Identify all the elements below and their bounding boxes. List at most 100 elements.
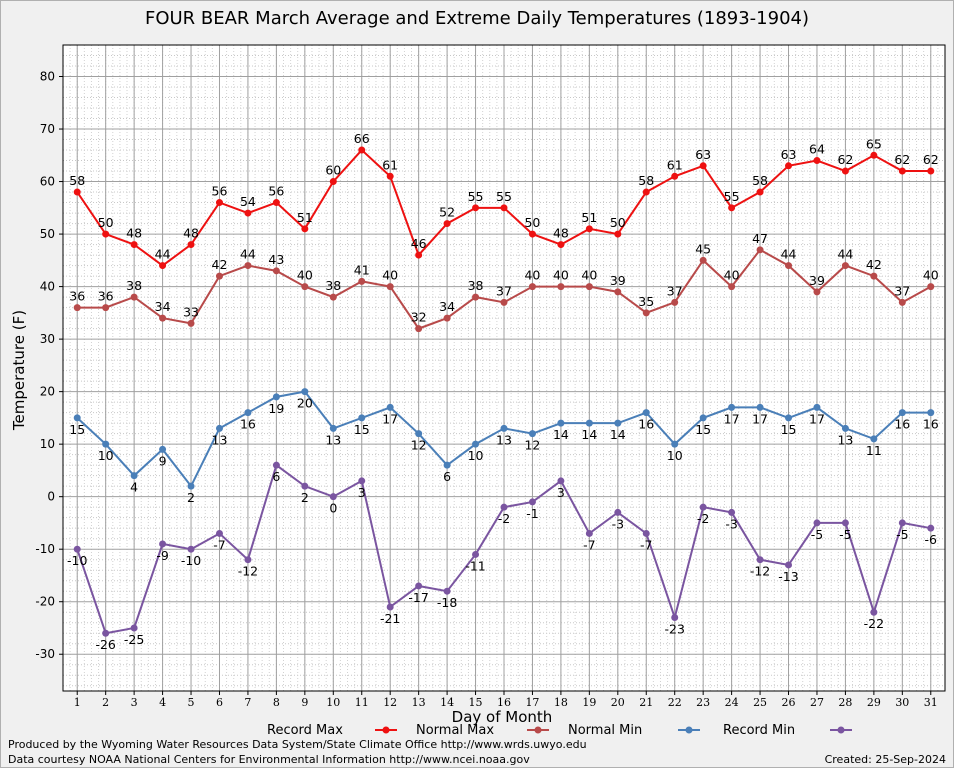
normal-max-point: [642, 309, 650, 317]
normal-max-point: [614, 288, 622, 296]
normal-min-data-label: 16: [894, 417, 910, 432]
normal-min-data-label: 14: [581, 427, 597, 442]
record-min-data-label: -7: [213, 537, 225, 552]
x-tick-label: 6: [216, 696, 223, 709]
normal-max-data-label: 40: [581, 268, 597, 283]
normal-max-point: [557, 283, 565, 291]
record-max-point: [785, 162, 793, 170]
record-max-point: [557, 241, 565, 249]
y-tick-label: 70: [40, 122, 55, 136]
record-max-point: [415, 251, 423, 259]
normal-max-point: [500, 298, 508, 306]
normal-max-data-label: 40: [923, 268, 939, 283]
record-max-data-label: 55: [724, 189, 740, 204]
record-min-data-label: -7: [640, 537, 652, 552]
x-tick-label: 13: [412, 696, 426, 709]
record-min-data-label: -11: [465, 558, 485, 573]
record-min-data-label: -6: [925, 532, 938, 547]
normal-min-point: [272, 393, 280, 401]
normal-max-point: [898, 298, 906, 306]
normal-max-point: [756, 246, 764, 254]
record-max-data-label: 61: [667, 157, 683, 172]
x-tick-label: 12: [383, 696, 397, 709]
y-axis-label: Temperature (F): [10, 310, 28, 431]
record-min-point: [215, 529, 223, 537]
x-tick-label: 30: [895, 696, 909, 709]
normal-min-data-label: 19: [268, 401, 284, 416]
record-min-data-label: -3: [612, 516, 624, 531]
record-max-data-label: 51: [581, 210, 597, 225]
normal-min-point: [756, 403, 764, 411]
record-max-point: [244, 209, 252, 217]
y-tick-label: -10: [35, 542, 55, 556]
record-min-data-label: -25: [124, 632, 144, 647]
normal-max-data-label: 44: [240, 247, 256, 262]
chart-title: FOUR BEAR March Average and Extreme Dail…: [144, 8, 810, 29]
record-max-data-label: 62: [837, 152, 853, 167]
normal-max-data-label: 36: [98, 289, 114, 304]
x-tick-label: 26: [782, 696, 796, 709]
x-tick-label: 27: [810, 696, 824, 709]
normal-min-data-label: 17: [752, 411, 768, 426]
record-min-data-label: -2: [697, 511, 709, 526]
record-max-data-label: 44: [155, 247, 171, 262]
x-tick-label: 9: [301, 696, 308, 709]
normal-max-data-label: 38: [126, 278, 142, 293]
record-max-data-label: 62: [894, 152, 910, 167]
normal-max-data-label: 42: [866, 257, 882, 272]
normal-min-data-label: 17: [724, 411, 740, 426]
record-min-data-label: -10: [181, 553, 201, 568]
record-min-point: [187, 545, 195, 553]
normal-min-point: [728, 403, 736, 411]
normal-max-point: [841, 262, 849, 270]
record-min-data-label: -22: [864, 616, 884, 631]
record-max-point: [927, 167, 935, 175]
normal-min-data-label: 12: [524, 438, 540, 453]
record-max-data-label: 52: [439, 205, 455, 220]
record-max-point: [585, 225, 593, 233]
normal-max-data-label: 37: [894, 283, 910, 298]
record-min-data-label: 6: [272, 469, 280, 484]
y-tick-label: 60: [40, 175, 55, 189]
normal-max-point: [813, 288, 821, 296]
record-max-point: [187, 241, 195, 249]
record-min-point: [358, 477, 366, 485]
normal-max-point: [870, 272, 878, 280]
normal-max-point: [187, 319, 195, 327]
x-tick-label: 8: [273, 696, 280, 709]
normal-min-point: [614, 419, 622, 427]
record-max-point: [358, 146, 366, 154]
normal-max-data-label: 40: [382, 268, 398, 283]
normal-min-data-label: 16: [240, 417, 256, 432]
record-max-data-label: 62: [923, 152, 939, 167]
record-min-point: [386, 603, 394, 611]
normal-max-data-label: 40: [297, 268, 313, 283]
y-tick-label: 50: [40, 227, 55, 241]
record-min-data-label: 0: [329, 501, 337, 516]
record-max-data-label: 55: [496, 189, 512, 204]
normal-min-point: [159, 445, 167, 453]
record-max-point: [898, 167, 906, 175]
record-min-point: [472, 550, 480, 558]
normal-min-data-label: 13: [212, 432, 228, 447]
normal-max-point: [728, 283, 736, 291]
x-tick-label: 15: [469, 696, 483, 709]
record-min-data-label: 2: [301, 490, 309, 505]
normal-min-point: [671, 440, 679, 448]
record-max-point: [642, 188, 650, 196]
normal-max-point: [671, 298, 679, 306]
footer-created: Created: 25-Sep-2024: [824, 753, 946, 766]
normal-min-data-label: 9: [159, 453, 167, 468]
y-tick-label: 40: [40, 280, 55, 294]
record-min-point: [841, 519, 849, 527]
record-max-point: [614, 230, 622, 238]
normal-max-data-label: 34: [155, 299, 171, 314]
record-min-point: [870, 608, 878, 616]
x-tick-label: 10: [326, 696, 340, 709]
normal-max-point: [415, 325, 423, 333]
record-max-point: [756, 188, 764, 196]
normal-min-point: [215, 424, 223, 432]
normal-min-data-label: 11: [866, 443, 882, 458]
x-tick-label: 19: [582, 696, 596, 709]
